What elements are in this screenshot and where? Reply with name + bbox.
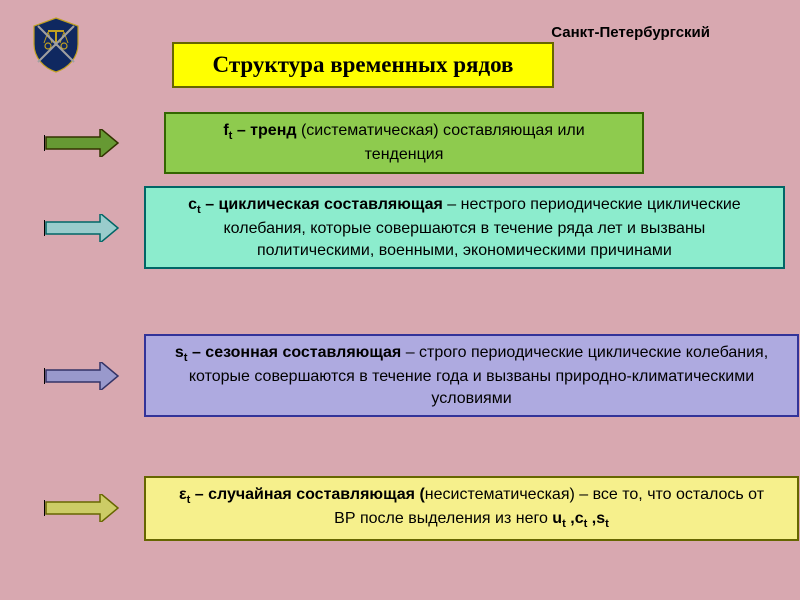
slide-title: Структура временных рядов [172,42,554,88]
header-subtitle: Санкт-Петербургский [551,24,710,41]
component-row-random: εt – случайная составляющая (несистемати… [44,476,756,541]
component-row-cyclic: ct – циклическая составляющая – нестрого… [44,186,756,269]
arrow-random [44,494,144,522]
box-random: εt – случайная составляющая (несистемати… [144,476,799,541]
box-cyclic: ct – циклическая составляющая – нестрого… [144,186,785,269]
university-emblem [24,12,88,76]
component-row-seasonal: st – сезонная составляющая – строго пери… [44,334,756,417]
box-seasonal: st – сезонная составляющая – строго пери… [144,334,799,417]
arrow-cyclic [44,214,144,242]
box-trend: ft – тренд (систематическая) составляюща… [164,112,644,174]
arrow-trend [44,129,144,157]
component-row-trend: ft – тренд (систематическая) составляюща… [44,112,756,174]
arrow-seasonal [44,362,144,390]
